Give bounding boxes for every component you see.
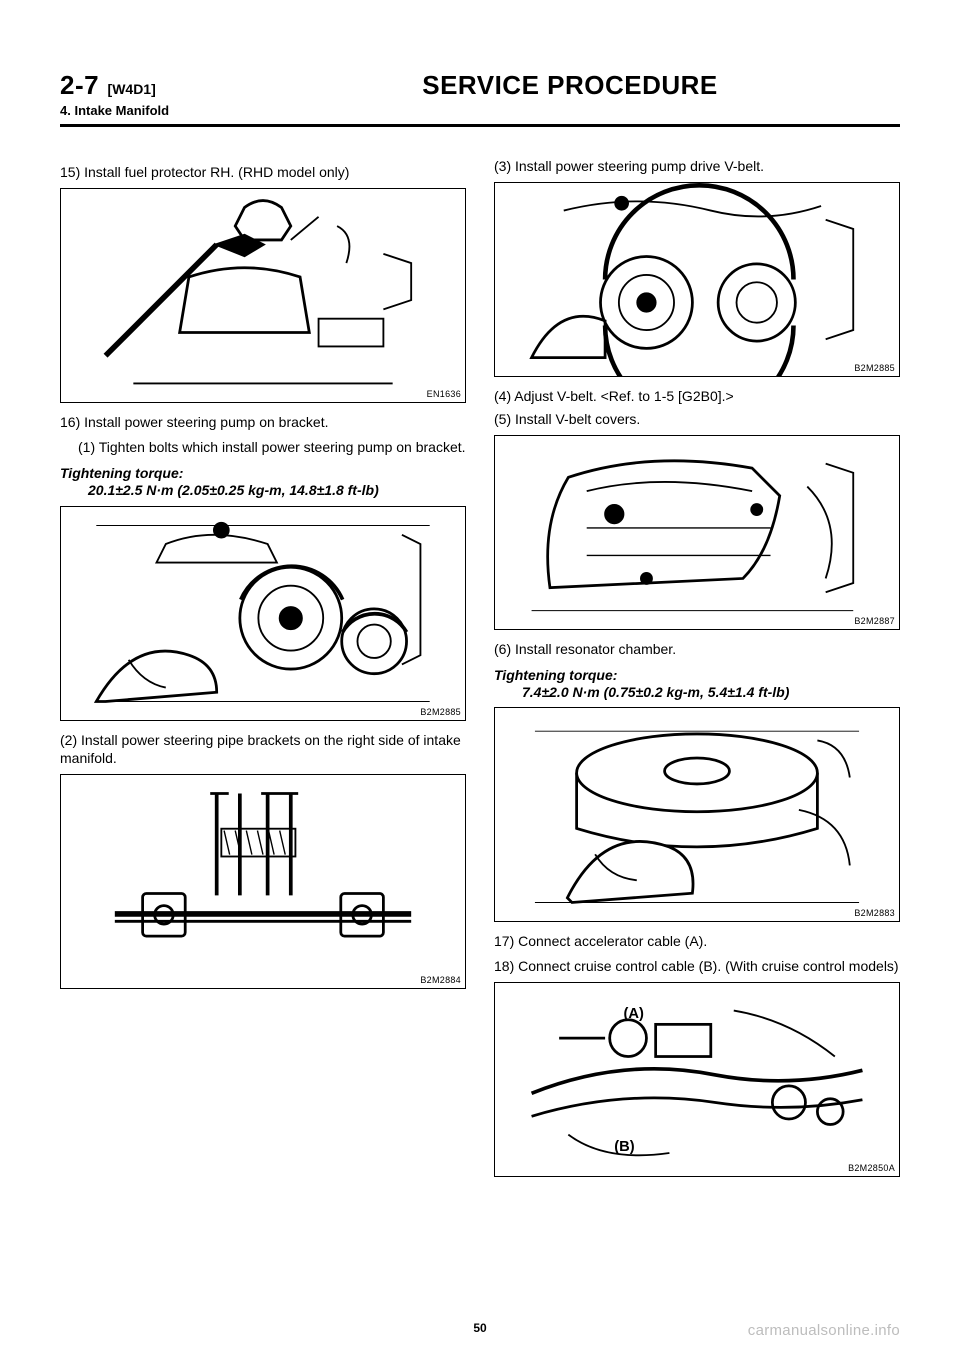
figure-7-code: B2M2850A <box>848 1163 895 1173</box>
figure-5-svg <box>495 436 899 629</box>
figure-1: EN1636 <box>60 188 466 403</box>
step-16-1: (1) Tighten bolts which install power st… <box>78 438 466 457</box>
step-16-2: (2) Install power steering pipe brackets… <box>60 731 466 769</box>
step-15: 15) Install fuel protector RH. (RHD mode… <box>60 163 466 182</box>
torque-2-value: 7.4±2.0 N·m (0.75±0.2 kg-m, 5.4±1.4 ft-l… <box>522 683 900 702</box>
page: 2-7 [W4D1] 4. Intake Manifold SERVICE PR… <box>0 0 960 1357</box>
figure-7: (A) (B) B2M2850A <box>494 982 900 1177</box>
figure-4-code: B2M2885 <box>854 363 895 373</box>
figure-2-svg <box>61 507 465 720</box>
right-column: (3) Install power steering pump drive V-… <box>494 153 900 1187</box>
section-number-line: 2-7 [W4D1] <box>60 70 240 101</box>
step-16-3: (3) Install power steering pump drive V-… <box>494 157 900 176</box>
subsection-title: 4. Intake Manifold <box>60 103 240 118</box>
content-columns: 15) Install fuel protector RH. (RHD mode… <box>60 153 900 1187</box>
figure-4-svg <box>495 183 899 376</box>
figure-2-code: B2M2885 <box>420 707 461 717</box>
figure-3-svg <box>61 775 465 988</box>
page-header: 2-7 [W4D1] 4. Intake Manifold SERVICE PR… <box>60 70 900 127</box>
section-number: 2-7 <box>60 70 99 100</box>
header-left: 2-7 [W4D1] 4. Intake Manifold <box>60 70 240 118</box>
figure-3-code: B2M2884 <box>420 975 461 985</box>
torque-1-label: Tightening torque: <box>60 465 466 481</box>
figure-6-code: B2M2883 <box>854 908 895 918</box>
torque-2-label: Tightening torque: <box>494 667 900 683</box>
step-16-5: (5) Install V-belt covers. <box>494 410 900 429</box>
left-column: 15) Install fuel protector RH. (RHD mode… <box>60 153 466 1187</box>
step-17: 17) Connect accelerator cable (A). <box>494 932 900 951</box>
figure-5: B2M2887 <box>494 435 900 630</box>
step-18: 18) Connect cruise control cable (B). (W… <box>494 957 900 976</box>
figure-5-code: B2M2887 <box>854 616 895 626</box>
document-title: SERVICE PROCEDURE <box>422 70 718 100</box>
step-16: 16) Install power steering pump on brack… <box>60 413 466 432</box>
figure-1-code: EN1636 <box>427 389 461 399</box>
step-16-4: (4) Adjust V-belt. <Ref. to 1-5 [G2B0].> <box>494 387 900 406</box>
figure-3: B2M2884 <box>60 774 466 989</box>
figure-7-label-a: (A) <box>623 1006 643 1022</box>
figure-6: B2M2883 <box>494 707 900 922</box>
figure-6-svg <box>495 708 899 921</box>
document-title-wrap: SERVICE PROCEDURE <box>240 70 900 101</box>
watermark: carmanualsonline.info <box>748 1322 900 1339</box>
section-tag: [W4D1] <box>108 81 156 97</box>
figure-2: B2M2885 <box>60 506 466 721</box>
figure-4: B2M2885 <box>494 182 900 377</box>
step-16-6: (6) Install resonator chamber. <box>494 640 900 659</box>
figure-7-label-b: (B) <box>614 1139 634 1155</box>
figure-7-svg: (A) (B) <box>495 983 899 1176</box>
figure-1-svg <box>61 189 465 402</box>
torque-1-value: 20.1±2.5 N·m (2.05±0.25 kg-m, 14.8±1.8 f… <box>88 481 466 500</box>
